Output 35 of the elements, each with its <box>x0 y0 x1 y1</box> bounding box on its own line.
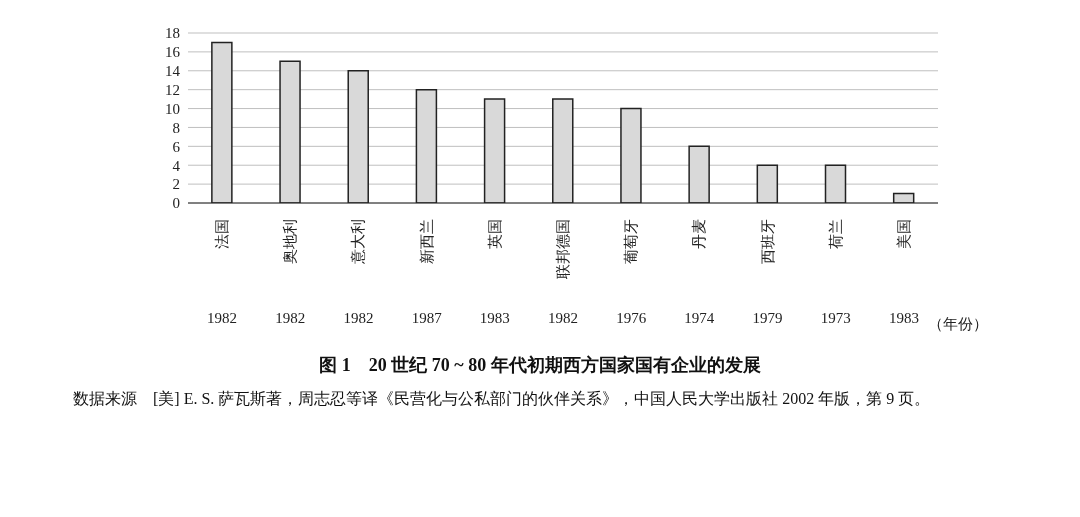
x-tick-label: 荷兰 <box>827 219 844 249</box>
y-tick-label: 10 <box>165 100 180 117</box>
text: 1982 <box>275 310 306 326</box>
x-tick-label: 法国 <box>214 219 231 249</box>
y-tick-label: 4 <box>172 157 181 174</box>
text: 1976 <box>616 310 647 326</box>
y-tick-label: 2 <box>172 176 180 193</box>
text: 1979 <box>752 310 783 326</box>
text: 1982 <box>548 310 578 326</box>
text: 1983 <box>479 310 510 326</box>
x-tick-label: 葡萄牙 <box>623 219 640 264</box>
text: 1982 <box>343 310 374 326</box>
x-tick-label: 丹麦 <box>691 219 708 249</box>
x-tick-label: 新西兰 <box>418 219 435 264</box>
source-note: 数据来源 [美] E. S. 萨瓦斯著，周志忍等译《民营化与公私部门的伙伴关系》，中国人民大学出版社 2002 年版，第 9 页。 <box>72 389 932 409</box>
x-tick-label: 奥地利 <box>282 219 299 264</box>
y-tick-label: 6 <box>172 138 181 155</box>
x-tick-label: 英国 <box>486 219 503 249</box>
text: 1982 <box>207 310 238 326</box>
x-tick-label: 西班牙 <box>759 219 776 264</box>
text: 1974 <box>684 310 715 326</box>
x-tick-label: 意大利 <box>350 219 367 265</box>
text: 1983 <box>888 310 919 326</box>
x-tick-label: 联邦德国 <box>555 219 571 279</box>
y-tick-label: 14 <box>165 63 181 80</box>
text: 图 1 20 世纪 70 ~ 80 年代初期西方国家国有企业的发展 <box>318 354 762 377</box>
y-tick-label: 18 <box>165 25 180 42</box>
y-tick-label: 16 <box>165 44 181 61</box>
y-tick-label: 0 <box>172 195 180 212</box>
y-tick-label: 12 <box>165 81 180 98</box>
text: 1987 <box>411 310 443 326</box>
x-tick-label: 美国 <box>895 219 912 249</box>
text: 1973 <box>820 310 851 326</box>
text: （年份） <box>928 315 988 334</box>
y-tick-label: 8 <box>172 119 180 136</box>
